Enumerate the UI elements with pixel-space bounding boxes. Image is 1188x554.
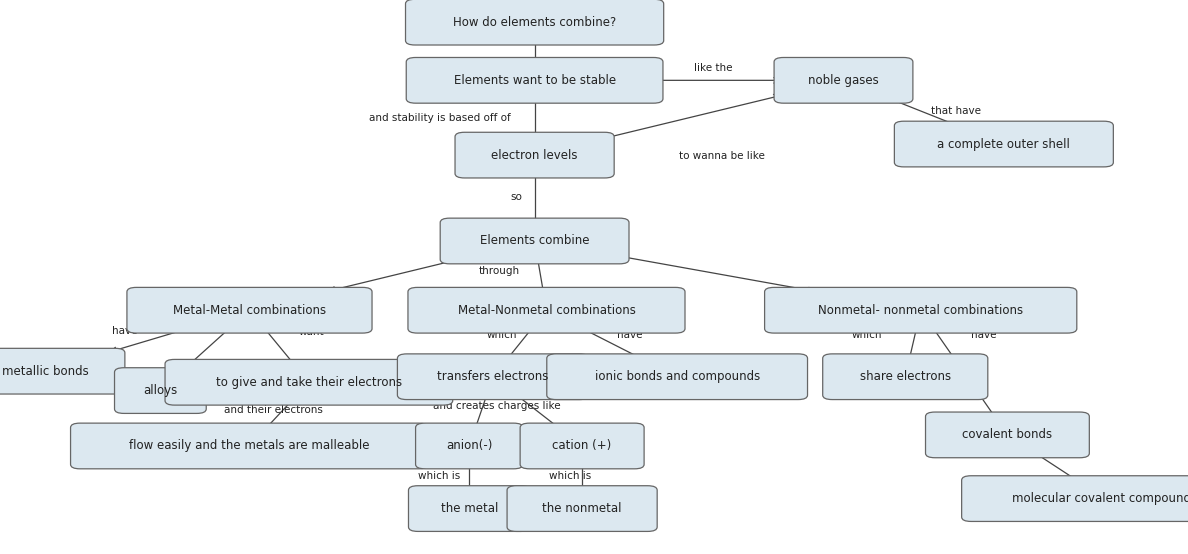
Text: and creates charges like: and creates charges like [432, 401, 561, 411]
FancyBboxPatch shape [765, 288, 1076, 333]
Text: and their electrons: and their electrons [223, 405, 323, 415]
Text: which: which [852, 330, 883, 340]
FancyBboxPatch shape [70, 423, 429, 469]
Text: like the: like the [694, 63, 732, 73]
Text: which is: which is [549, 471, 592, 481]
Text: flow easily and the metals are malleable: flow easily and the metals are malleable [129, 439, 369, 453]
FancyBboxPatch shape [895, 121, 1113, 167]
FancyBboxPatch shape [165, 360, 453, 405]
FancyBboxPatch shape [416, 423, 523, 469]
Text: the metal: the metal [441, 502, 498, 515]
FancyBboxPatch shape [925, 412, 1089, 458]
Text: have: have [617, 330, 643, 340]
Text: that have: that have [931, 106, 981, 116]
Text: a complete outer shell: a complete outer shell [937, 137, 1070, 151]
Text: noble gases: noble gases [808, 74, 879, 87]
Text: Metal-Metal combinations: Metal-Metal combinations [173, 304, 326, 317]
Text: Nonmetal- nonmetal combinations: Nonmetal- nonmetal combinations [819, 304, 1023, 317]
Text: so: so [511, 192, 523, 202]
FancyBboxPatch shape [407, 288, 685, 333]
FancyBboxPatch shape [0, 348, 125, 394]
Text: which is: which is [418, 471, 461, 481]
Text: which: which [486, 330, 517, 340]
Text: have: have [971, 330, 997, 340]
Text: anion(-): anion(-) [446, 439, 493, 453]
Text: Elements combine: Elements combine [480, 234, 589, 248]
FancyBboxPatch shape [961, 476, 1188, 521]
FancyBboxPatch shape [409, 486, 530, 531]
Text: transfers electrons: transfers electrons [437, 370, 549, 383]
FancyBboxPatch shape [775, 58, 912, 103]
Text: Metal-Nonmetal combinations: Metal-Nonmetal combinations [457, 304, 636, 317]
Text: electron levels: electron levels [492, 148, 577, 162]
FancyBboxPatch shape [441, 218, 628, 264]
FancyBboxPatch shape [455, 132, 614, 178]
Text: want: want [298, 327, 324, 337]
Text: ionic bonds and compounds: ionic bonds and compounds [594, 370, 760, 383]
Text: cation (+): cation (+) [552, 439, 612, 453]
Text: metallic bonds: metallic bonds [1, 365, 89, 378]
Text: the nonmetal: the nonmetal [543, 502, 621, 515]
FancyBboxPatch shape [520, 423, 644, 469]
FancyBboxPatch shape [507, 486, 657, 531]
Text: and stability is based off of: and stability is based off of [368, 113, 511, 123]
Text: covalent bonds: covalent bonds [962, 428, 1053, 442]
FancyBboxPatch shape [114, 368, 207, 413]
Text: alloys: alloys [144, 384, 177, 397]
Text: through: through [479, 266, 519, 276]
Text: How do elements combine?: How do elements combine? [453, 16, 617, 29]
Text: have: have [112, 326, 138, 336]
FancyBboxPatch shape [127, 288, 372, 333]
FancyBboxPatch shape [406, 58, 663, 103]
Text: Elements want to be stable: Elements want to be stable [454, 74, 615, 87]
Text: to wanna be like: to wanna be like [680, 151, 765, 161]
Text: to give and take their electrons: to give and take their electrons [216, 376, 402, 389]
FancyBboxPatch shape [398, 354, 588, 399]
FancyBboxPatch shape [546, 354, 808, 399]
FancyBboxPatch shape [405, 0, 664, 45]
Text: molecular covalent compounds: molecular covalent compounds [1012, 492, 1188, 505]
FancyBboxPatch shape [823, 354, 987, 399]
Text: share electrons: share electrons [860, 370, 950, 383]
